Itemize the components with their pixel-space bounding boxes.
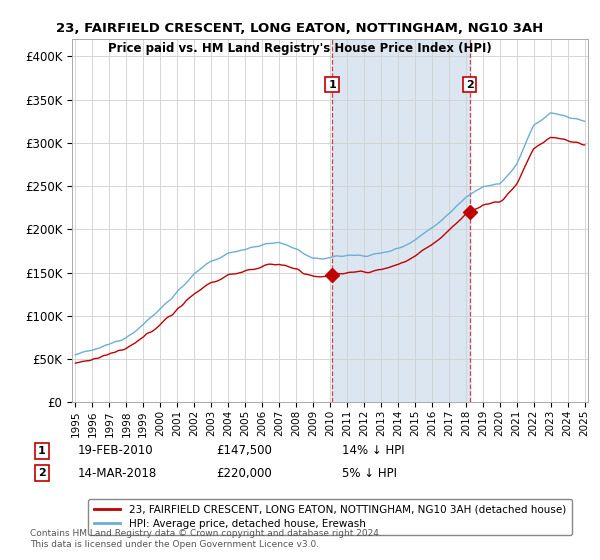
Text: Price paid vs. HM Land Registry's House Price Index (HPI): Price paid vs. HM Land Registry's House …: [108, 42, 492, 55]
Text: Contains HM Land Registry data © Crown copyright and database right 2024.
This d: Contains HM Land Registry data © Crown c…: [30, 529, 382, 549]
Text: 1: 1: [38, 446, 46, 456]
Text: 23, FAIRFIELD CRESCENT, LONG EATON, NOTTINGHAM, NG10 3AH: 23, FAIRFIELD CRESCENT, LONG EATON, NOTT…: [56, 22, 544, 35]
Bar: [332, 39, 470, 403]
Text: 2: 2: [38, 468, 46, 478]
Text: 14% ↓ HPI: 14% ↓ HPI: [342, 444, 404, 458]
Text: 1: 1: [328, 80, 336, 90]
Text: 14-MAR-2018: 14-MAR-2018: [78, 466, 157, 480]
Text: 2: 2: [466, 80, 473, 90]
Text: £220,000: £220,000: [216, 466, 272, 480]
Text: 5% ↓ HPI: 5% ↓ HPI: [342, 466, 397, 480]
Text: 19-FEB-2010: 19-FEB-2010: [78, 444, 154, 458]
Legend: 23, FAIRFIELD CRESCENT, LONG EATON, NOTTINGHAM, NG10 3AH (detached house), HPI: : 23, FAIRFIELD CRESCENT, LONG EATON, NOTT…: [88, 498, 572, 535]
Text: £147,500: £147,500: [216, 444, 272, 458]
